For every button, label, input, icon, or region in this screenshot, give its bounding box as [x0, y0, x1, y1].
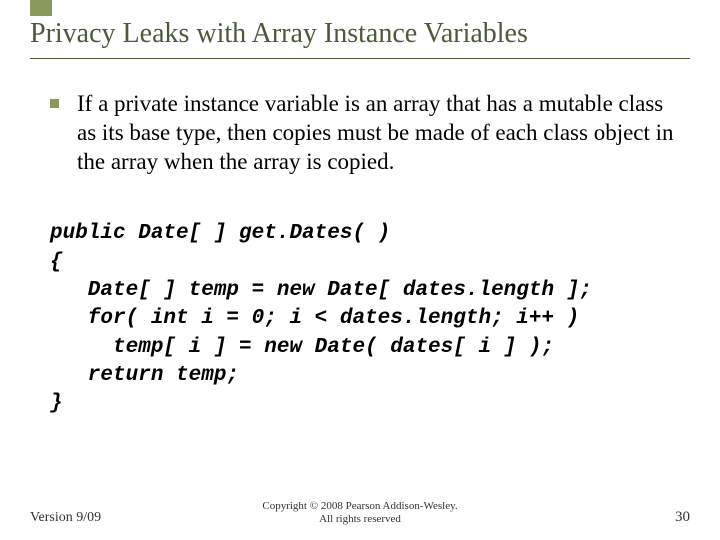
code-line: return temp;	[50, 364, 239, 387]
code-line: temp[ i ] = new Date( dates[ i ] );	[50, 336, 554, 359]
slide: Privacy Leaks with Array Instance Variab…	[0, 0, 720, 540]
footer: Version 9/09 Copyright © 2008 Pearson Ad…	[30, 509, 690, 526]
slide-title: Privacy Leaks with Array Instance Variab…	[30, 18, 690, 56]
code-line: public Date[ ] get.Dates( )	[50, 222, 390, 245]
slide-body: If a private instance variable is an arr…	[50, 90, 680, 419]
title-area: Privacy Leaks with Array Instance Variab…	[30, 18, 690, 59]
code-line: {	[50, 251, 63, 274]
code-line: Date[ ] temp = new Date[ dates.length ];	[50, 279, 592, 302]
bullet-item: If a private instance variable is an arr…	[50, 90, 680, 176]
square-bullet-icon	[50, 99, 59, 108]
code-line: }	[50, 392, 63, 415]
copyright-line: Copyright © 2008 Pearson Addison-Wesley.	[30, 500, 690, 513]
copyright: Copyright © 2008 Pearson Addison-Wesley.…	[30, 500, 690, 526]
body-paragraph: If a private instance variable is an arr…	[77, 90, 680, 176]
accent-bar	[30, 0, 52, 16]
code-block: public Date[ ] get.Dates( ) { Date[ ] te…	[50, 220, 680, 418]
title-underline	[30, 58, 690, 59]
code-line: for( int i = 0; i < dates.length; i++ )	[50, 307, 579, 330]
copyright-line: All rights reserved	[30, 513, 690, 526]
